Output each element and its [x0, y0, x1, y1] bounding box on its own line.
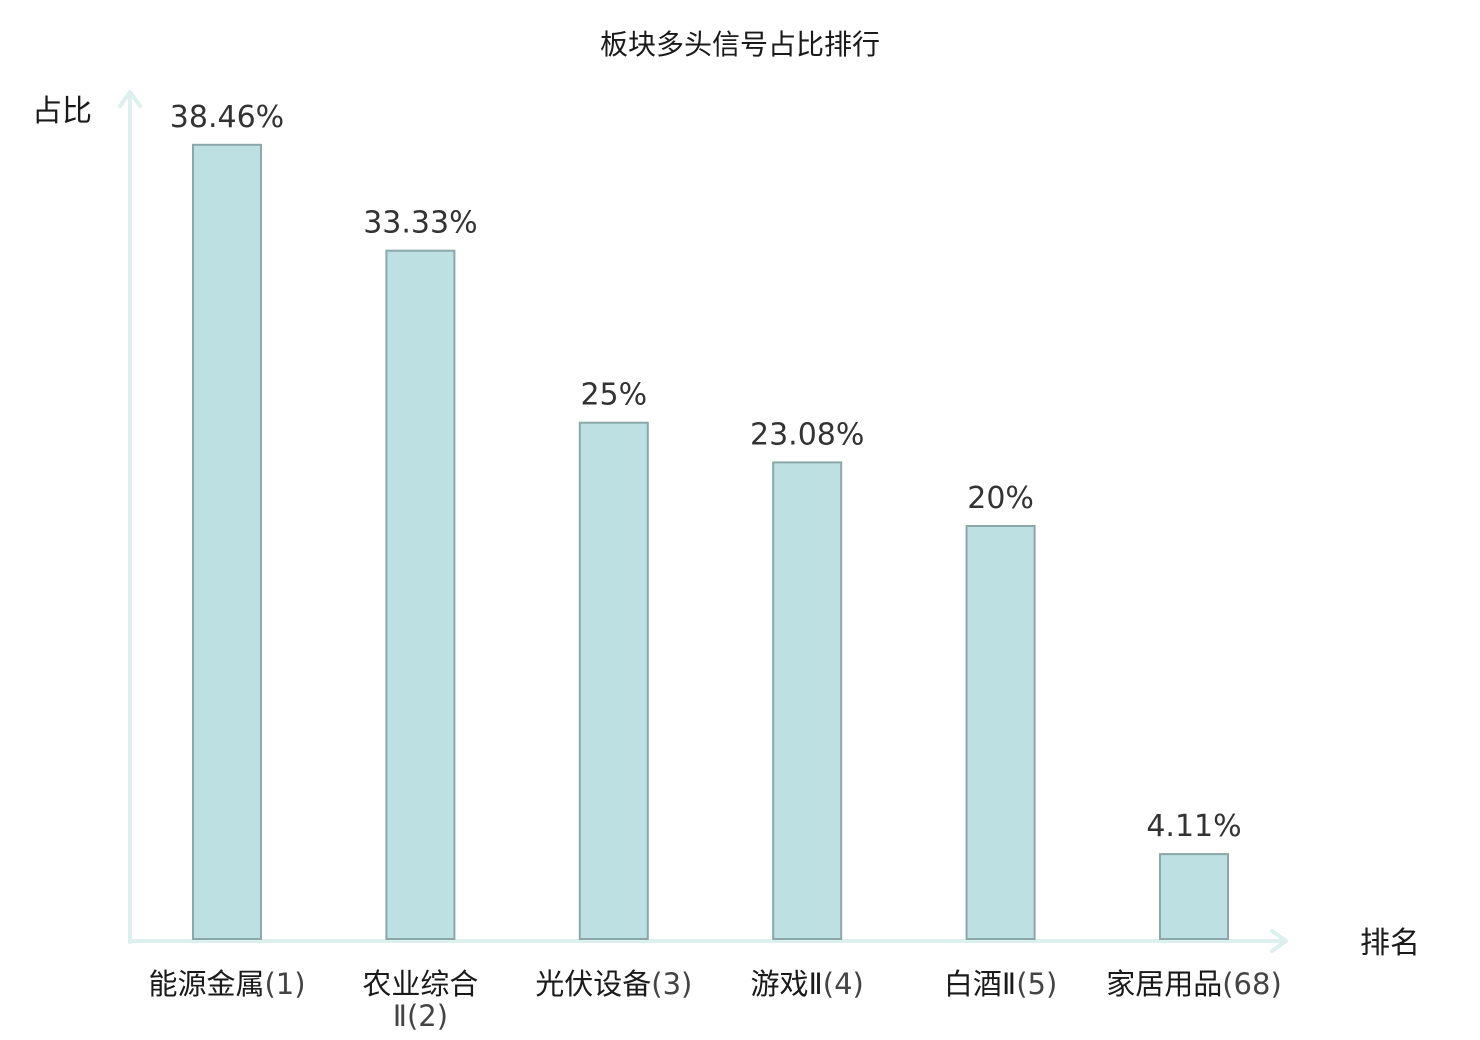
bar [192, 143, 262, 941]
category-label: 白酒Ⅱ(5) [944, 967, 1057, 1001]
value-labels: 38.46% 33.33% 25% 23.08% 20% 4.11% [170, 100, 1242, 844]
category-rank: (1) [264, 967, 305, 1001]
category-label: 能源金属(1) [148, 967, 305, 1001]
category-name: 能源金属 [148, 967, 264, 1001]
x-axis: 排名 [128, 926, 1420, 961]
data-label: 38.46% [170, 100, 284, 135]
category-rank: (5) [1016, 967, 1057, 1001]
bar [385, 249, 456, 940]
category-label: 游戏Ⅱ(4) [751, 967, 864, 1001]
x-axis-arrow [1270, 929, 1288, 953]
category-name: 光伏设备 [535, 967, 651, 1001]
y-axis-arrow [118, 90, 142, 108]
category-label: 农业综合 [362, 967, 478, 1001]
category-rank: (3) [651, 967, 692, 1001]
category-label: 家居用品(68) [1106, 967, 1282, 1001]
category-label: 光伏设备(3) [535, 967, 692, 1001]
data-label: 20% [967, 481, 1034, 516]
bar [578, 421, 649, 940]
bar [965, 525, 1036, 940]
category-rank: (4) [823, 967, 864, 1001]
data-label: 4.11% [1146, 809, 1241, 844]
category-name: 游戏Ⅱ [751, 967, 823, 1001]
data-label: 33.33% [363, 206, 477, 241]
data-label: 25% [580, 378, 647, 413]
category-name: 家居用品 [1106, 967, 1222, 1001]
data-label: 23.08% [750, 417, 864, 452]
category-label-continued: Ⅱ(2) [393, 999, 448, 1033]
y-axis-label: 占比 [32, 94, 92, 129]
x-axis-label: 排名 [1360, 926, 1420, 961]
bar-series [192, 143, 1229, 941]
bar [772, 461, 843, 940]
category-name: 白酒Ⅱ [944, 967, 1016, 1001]
y-axis: 占比 [32, 90, 142, 944]
chart-title: 板块多头信号占比排行 [600, 28, 880, 61]
bar [1159, 853, 1229, 940]
category-rank: (68) [1222, 967, 1282, 1001]
